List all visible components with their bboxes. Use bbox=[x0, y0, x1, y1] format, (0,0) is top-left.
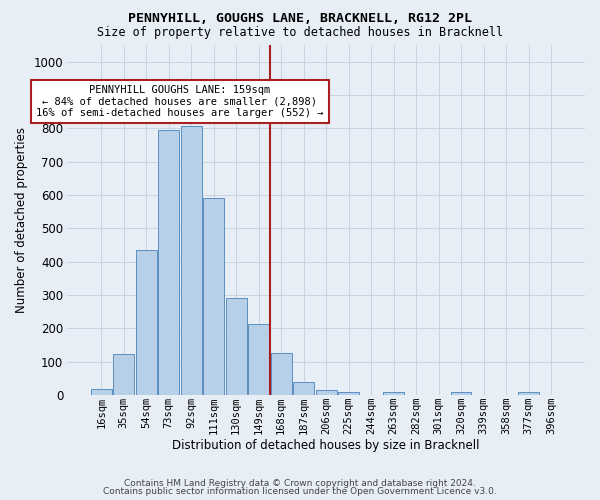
Bar bbox=[271, 354, 292, 395]
Bar bbox=[451, 392, 472, 395]
Y-axis label: Number of detached properties: Number of detached properties bbox=[15, 127, 28, 313]
Bar bbox=[181, 126, 202, 395]
Bar bbox=[226, 298, 247, 395]
Text: Size of property relative to detached houses in Bracknell: Size of property relative to detached ho… bbox=[97, 26, 503, 39]
X-axis label: Distribution of detached houses by size in Bracknell: Distribution of detached houses by size … bbox=[172, 440, 480, 452]
Bar bbox=[338, 392, 359, 395]
Text: PENNYHILL, GOUGHS LANE, BRACKNELL, RG12 2PL: PENNYHILL, GOUGHS LANE, BRACKNELL, RG12 … bbox=[128, 12, 472, 24]
Text: Contains HM Land Registry data © Crown copyright and database right 2024.: Contains HM Land Registry data © Crown c… bbox=[124, 478, 476, 488]
Bar bbox=[158, 130, 179, 395]
Bar bbox=[518, 392, 539, 395]
Bar bbox=[293, 382, 314, 395]
Bar bbox=[91, 389, 112, 395]
Text: Contains public sector information licensed under the Open Government Licence v3: Contains public sector information licen… bbox=[103, 487, 497, 496]
Bar bbox=[316, 390, 337, 395]
Bar bbox=[136, 250, 157, 395]
Bar bbox=[383, 392, 404, 395]
Bar bbox=[203, 198, 224, 395]
Bar bbox=[248, 324, 269, 395]
Text: PENNYHILL GOUGHS LANE: 159sqm
← 84% of detached houses are smaller (2,898)
16% o: PENNYHILL GOUGHS LANE: 159sqm ← 84% of d… bbox=[36, 85, 324, 118]
Bar bbox=[113, 354, 134, 395]
